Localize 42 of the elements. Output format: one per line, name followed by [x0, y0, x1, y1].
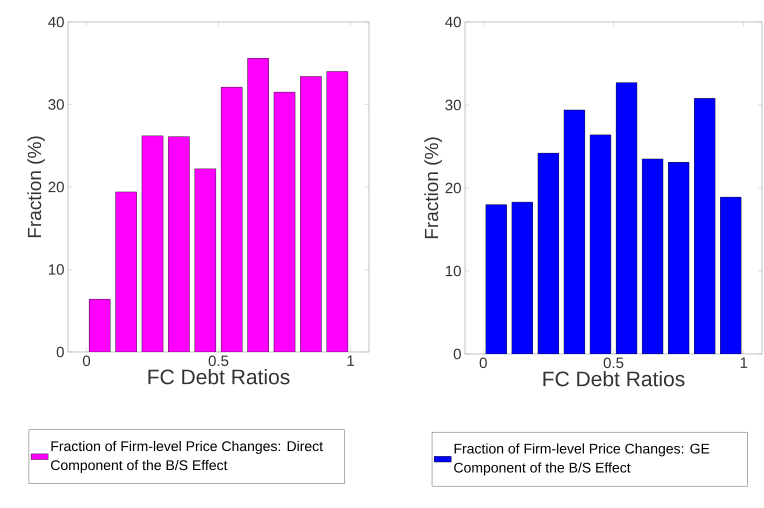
bar: [221, 87, 242, 352]
x-tick-label: 0: [480, 358, 487, 368]
legend-label: Fraction of Firm-level Price Changes: Direct Component of the B/S Effect: [51, 440, 323, 473]
y-tick-label: 10: [446, 266, 461, 276]
y-tick-label: 0: [454, 348, 461, 360]
bar: [642, 158, 664, 354]
y-tick-label: 30: [48, 99, 64, 110]
x-axis-title: FC Debt Ratios: [543, 370, 684, 386]
bar: [512, 202, 533, 354]
bar: [486, 204, 507, 354]
y-tick-label: 20: [48, 182, 64, 192]
y-tick-label: 20: [446, 182, 461, 194]
bar: [142, 136, 164, 352]
y-tick-label: 40: [445, 16, 461, 28]
y-axis-title: Fraction (%): [424, 137, 442, 238]
legend-label: Fraction of Firm-level Price Changes: GE Component of the B/S Effect: [454, 443, 710, 476]
bar: [616, 82, 638, 354]
x-tick-label: 1: [740, 358, 748, 368]
bar: [248, 58, 269, 352]
x-tick-label: 0.5: [208, 356, 228, 366]
bar: [720, 196, 742, 354]
x-axis-title: FC Debt Ratios: [148, 368, 290, 384]
bar: [326, 71, 348, 352]
y-tick-label: 0: [56, 346, 64, 358]
x-tick-label: 1: [347, 356, 354, 366]
bar: [274, 92, 296, 352]
bar: [194, 168, 216, 352]
bar: [694, 98, 716, 354]
y-tick-label: 10: [48, 264, 64, 275]
y-axis-title: Fraction (%): [27, 136, 45, 238]
bar: [116, 192, 137, 352]
bar: [590, 134, 612, 354]
bar: [668, 162, 690, 354]
bar: [564, 110, 586, 354]
x-tick-label: 0.5: [604, 358, 624, 368]
bar: [300, 76, 322, 352]
bar: [538, 152, 559, 354]
y-tick-label: 40: [48, 16, 64, 28]
bar: [168, 136, 190, 352]
bar: [89, 299, 110, 352]
x-tick-label: 0: [82, 356, 90, 366]
y-tick-label: 30: [445, 100, 461, 110]
